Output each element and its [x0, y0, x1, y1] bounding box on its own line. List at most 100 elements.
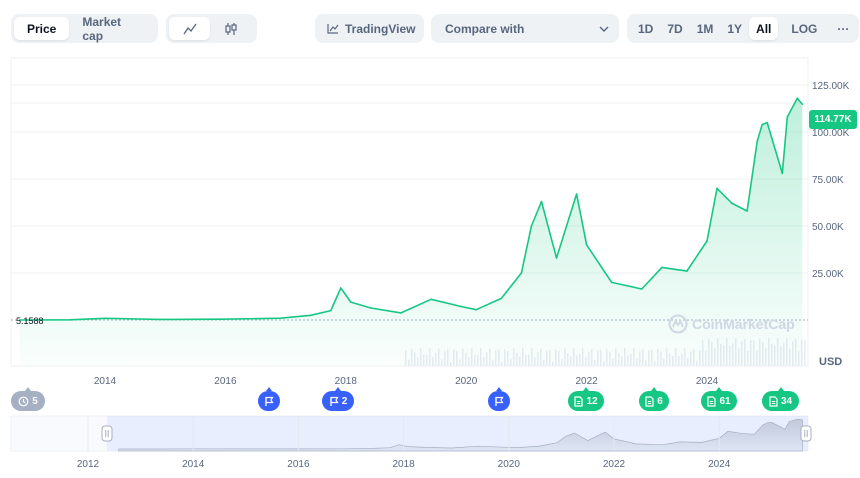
flag-event-marker[interactable]: 2 [322, 387, 354, 411]
marker-count: 2 [341, 395, 348, 407]
price-point [520, 272, 523, 274]
price-point [400, 312, 402, 314]
price-point [219, 318, 222, 320]
y-tick-label: 50.00K [812, 222, 844, 233]
range-1y-button[interactable]: 1Y [727, 21, 743, 36]
navigator-tick-label: 2014 [182, 459, 205, 470]
currency-label: USD [819, 356, 843, 368]
range-7d-button[interactable]: 7D [667, 21, 683, 36]
candlestick-chart-icon [224, 22, 237, 35]
line-chart-button[interactable] [169, 17, 210, 40]
price-point [731, 202, 733, 205]
y-tick-label: 75.00K [812, 175, 844, 186]
document-icon [574, 395, 584, 407]
marker-count: 34 [780, 395, 793, 407]
tradingview-label: TradingView [345, 21, 416, 36]
price-point [796, 97, 799, 99]
range-1d-button[interactable]: 1D [638, 21, 654, 36]
price-point [339, 287, 342, 289]
price-point [159, 318, 161, 321]
time-range-toggle: 1D 7D 1M 1Y All LOG ··· [627, 14, 859, 43]
price-point [555, 257, 558, 259]
candlestick-chart-button[interactable] [210, 17, 251, 40]
start-price-label: 5.1588 [16, 316, 44, 326]
news-event-marker[interactable]: 34 [762, 387, 799, 411]
range-all-button[interactable]: All [749, 17, 779, 40]
price-point [661, 266, 663, 269]
more-options-button[interactable]: ··· [837, 21, 850, 36]
line-chart-icon [182, 23, 197, 34]
compare-with-dropdown[interactable]: Compare with [431, 14, 619, 43]
range-1m-button[interactable]: 1M [696, 21, 714, 36]
price-point [801, 103, 804, 106]
x-tick-label: 2016 [214, 376, 237, 387]
volume-bar [804, 340, 806, 366]
navigator-tick-label: 2012 [77, 459, 100, 470]
x-tick-label: 2024 [696, 376, 719, 387]
watermark-label: CoinMarketCap [692, 316, 795, 332]
navigator-tick-label: 2020 [498, 459, 521, 470]
navigator-tick-label: 2022 [603, 459, 626, 470]
history-events-marker[interactable]: 5 [11, 387, 45, 411]
history-icon [18, 396, 29, 406]
price-point [716, 187, 718, 190]
price-point [575, 193, 578, 195]
coinmarketcap-watermark: CoinMarketCap [668, 314, 795, 334]
y-tick-label: 25.00K [812, 269, 844, 280]
y-tick-label: 125.00K [812, 81, 850, 92]
price-point [640, 288, 643, 290]
price-marketcap-toggle: Price Market cap [11, 14, 158, 43]
flag-icon [265, 396, 274, 406]
price-area [19, 98, 803, 366]
price-point [430, 298, 432, 301]
price-point [69, 318, 71, 321]
price-point [781, 172, 784, 175]
price-point [746, 210, 748, 212]
navigator-handle-left[interactable] [101, 425, 113, 442]
marker-count: 6 [657, 395, 663, 407]
price-point [475, 308, 478, 311]
price-point [104, 317, 106, 320]
document-icon [707, 395, 717, 407]
x-tick-label: 2020 [455, 376, 478, 387]
price-point [766, 121, 768, 124]
price-point [786, 116, 789, 118]
navigator-tick-label: 2024 [708, 459, 731, 470]
navigator-tick-label: 2018 [392, 459, 415, 470]
price-point [761, 123, 763, 126]
log-scale-button[interactable]: LOG [791, 21, 818, 36]
document-icon [769, 395, 778, 407]
news-event-marker[interactable]: 12 [568, 387, 604, 411]
trend-chart-icon [327, 24, 339, 34]
price-point [309, 314, 312, 317]
tab-market-cap[interactable]: Market cap [82, 14, 122, 43]
current-price-label: 114.77K [809, 110, 857, 129]
price-point [540, 200, 543, 203]
price-point [329, 309, 332, 312]
price-point [756, 140, 758, 143]
price-point [706, 240, 708, 242]
flag-event-marker[interactable] [488, 387, 510, 411]
flag-event-marker[interactable] [258, 387, 280, 411]
x-tick-label: 2014 [94, 376, 117, 387]
compare-with-label: Compare with [445, 21, 525, 36]
marker-count: 5 [32, 395, 38, 407]
x-tick-label: 2018 [335, 376, 358, 387]
news-event-marker[interactable]: 61 [701, 387, 737, 411]
navigator-tick-label: 2016 [287, 459, 310, 470]
marker-count: 61 [719, 395, 731, 407]
price-point [500, 297, 503, 300]
price-point [610, 281, 613, 284]
x-tick-label: 2022 [575, 376, 598, 387]
navigator-handle-right[interactable] [800, 425, 812, 442]
tab-price[interactable]: Price [14, 17, 70, 40]
coinmarketcap-logo-icon [668, 314, 688, 334]
news-event-marker[interactable]: 6 [639, 387, 669, 411]
marker-count: 12 [586, 395, 598, 407]
document-icon [645, 395, 654, 407]
tradingview-button[interactable]: TradingView [315, 14, 424, 43]
price-point [460, 305, 462, 308]
price-point [686, 270, 688, 272]
y-tick-label: 100.00K [812, 128, 850, 139]
